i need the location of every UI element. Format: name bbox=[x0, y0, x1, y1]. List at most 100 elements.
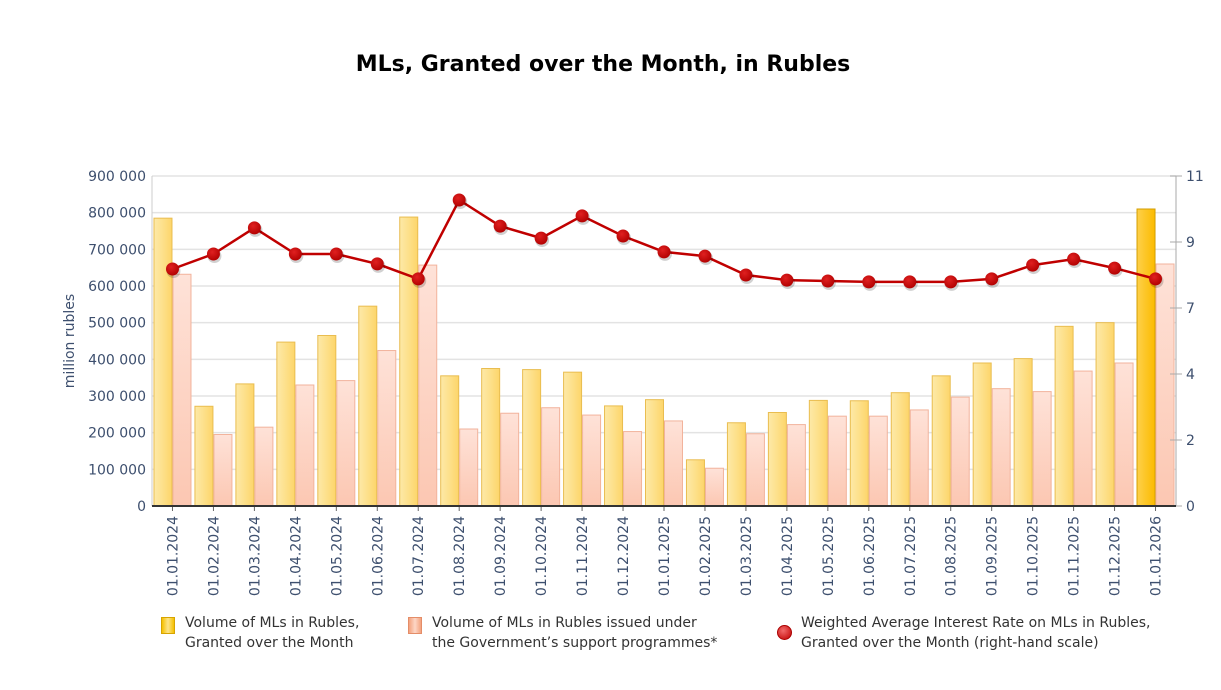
bar-volume bbox=[1136, 208, 1156, 507]
legend-label-line2: Granted over the Month (right-hand scale… bbox=[801, 635, 1099, 651]
bar-volume bbox=[1013, 358, 1033, 507]
rate-point bbox=[452, 193, 466, 207]
x-tick-label: 01.06.2025 bbox=[862, 516, 878, 596]
rate-point bbox=[370, 257, 384, 271]
bar-government bbox=[582, 414, 602, 507]
rate-point bbox=[985, 272, 999, 286]
bar-volume bbox=[358, 305, 378, 507]
rate-point bbox=[616, 229, 630, 243]
x-tick-label: 01.12.2024 bbox=[616, 516, 632, 596]
rate-point bbox=[247, 221, 261, 235]
x-tick-label: 01.09.2025 bbox=[985, 516, 1001, 596]
bar-government bbox=[868, 415, 888, 507]
rate-point bbox=[821, 274, 835, 288]
y-tick-label: 700 000 bbox=[88, 242, 146, 258]
bar-volume bbox=[726, 422, 746, 507]
x-tick-label: 01.05.2025 bbox=[821, 516, 837, 596]
x-tick-label: 01.02.2025 bbox=[698, 516, 714, 596]
right-y-tick-label: 7 bbox=[1186, 301, 1195, 317]
y-tick-label: 100 000 bbox=[88, 462, 146, 478]
bar-government bbox=[623, 431, 643, 507]
rate-point bbox=[657, 245, 671, 259]
rate-point bbox=[1067, 252, 1081, 266]
bar-volume bbox=[317, 335, 337, 507]
bar-volume bbox=[808, 399, 828, 507]
right-y-tick-label: 4 bbox=[1186, 367, 1195, 383]
x-tick-label: 01.05.2024 bbox=[329, 516, 345, 596]
bar-volume bbox=[194, 405, 214, 507]
bar-volume bbox=[931, 375, 951, 507]
legend-marker-red-dot bbox=[777, 625, 792, 640]
x-tick-label: 01.03.2024 bbox=[247, 516, 263, 596]
rate-point bbox=[534, 231, 548, 245]
rate-point bbox=[862, 275, 876, 289]
y-tick-label: 500 000 bbox=[88, 316, 146, 332]
legend-label-line2: Granted over the Month bbox=[185, 635, 354, 651]
y-tick-label: 600 000 bbox=[88, 279, 146, 295]
bar-volume bbox=[767, 412, 787, 507]
bar-volume bbox=[685, 459, 705, 507]
bar-volume bbox=[481, 368, 501, 507]
bar-government bbox=[1073, 370, 1093, 507]
y-axis-title: million rubles bbox=[62, 294, 78, 388]
bar-volume bbox=[645, 399, 664, 507]
bar-volume bbox=[563, 371, 583, 507]
bar-volume bbox=[604, 405, 624, 507]
bar-volume bbox=[849, 400, 869, 507]
x-tick-label: 01.09.2024 bbox=[493, 516, 509, 596]
x-tick-label: 01.08.2025 bbox=[944, 516, 960, 596]
bar-volume bbox=[1095, 322, 1115, 507]
bar-volume bbox=[276, 341, 296, 507]
x-tick-label: 01.04.2025 bbox=[780, 516, 796, 596]
bar-government bbox=[418, 264, 438, 507]
x-tick-label: 01.07.2024 bbox=[411, 516, 427, 596]
bar-government bbox=[295, 384, 315, 507]
x-tick-label: 01.11.2025 bbox=[1067, 516, 1083, 596]
bar-government bbox=[541, 407, 561, 507]
bar-government bbox=[827, 415, 847, 507]
bar-government bbox=[1032, 391, 1052, 507]
y-tick-label: 900 000 bbox=[88, 169, 146, 185]
legend-label-line2: the Government’s support programmes* bbox=[432, 635, 718, 651]
legend-swatch-pink-bar bbox=[408, 617, 422, 634]
y-tick-label: 800 000 bbox=[88, 206, 146, 222]
x-tick-label: 01.01.2025 bbox=[657, 516, 673, 596]
rate-point bbox=[944, 275, 958, 289]
bar-volume bbox=[153, 217, 173, 507]
bar-volume bbox=[235, 383, 255, 507]
x-tick-label: 01.07.2025 bbox=[903, 516, 919, 596]
rate-point bbox=[575, 209, 589, 223]
bar-volume bbox=[522, 369, 542, 507]
right-y-tick-label: 2 bbox=[1186, 433, 1195, 449]
bar-government bbox=[213, 434, 233, 507]
x-tick-label: 01.10.2025 bbox=[1026, 516, 1042, 596]
bar-government bbox=[991, 388, 1011, 507]
bar-volume bbox=[972, 362, 992, 507]
rate-point bbox=[739, 268, 753, 282]
legend-swatch-yellow-bar bbox=[161, 617, 175, 634]
right-y-tick-label: 11 bbox=[1186, 169, 1204, 185]
bar-government bbox=[1114, 362, 1134, 507]
bar-government bbox=[704, 467, 724, 507]
legend-label-line1: Volume of MLs in Rubles issued under bbox=[432, 615, 697, 631]
x-tick-label: 01.04.2024 bbox=[288, 516, 304, 596]
x-tick-label: 01.01.2026 bbox=[1149, 516, 1165, 596]
bar-volume bbox=[1054, 325, 1074, 507]
x-tick-label: 01.03.2025 bbox=[739, 516, 755, 596]
x-tick-label: 01.11.2024 bbox=[575, 516, 591, 596]
chart-title: MLs, Granted over the Month, in Rubles bbox=[355, 52, 851, 77]
rate-point bbox=[903, 275, 917, 289]
bar-government bbox=[500, 412, 520, 507]
x-tick-label: 01.10.2024 bbox=[534, 516, 550, 596]
bar-volume bbox=[890, 392, 910, 507]
legend-label-line1: Weighted Average Interest Rate on MLs in… bbox=[801, 615, 1151, 631]
rate-point bbox=[329, 247, 343, 261]
x-tick-label: 01.02.2024 bbox=[206, 516, 222, 596]
rate-point bbox=[780, 273, 794, 287]
bar-government bbox=[172, 273, 192, 507]
rate-point bbox=[1026, 258, 1040, 272]
x-tick-label: 01.12.2025 bbox=[1108, 516, 1124, 596]
bar-government bbox=[664, 420, 683, 507]
right-y-tick-label: 0 bbox=[1186, 499, 1195, 515]
